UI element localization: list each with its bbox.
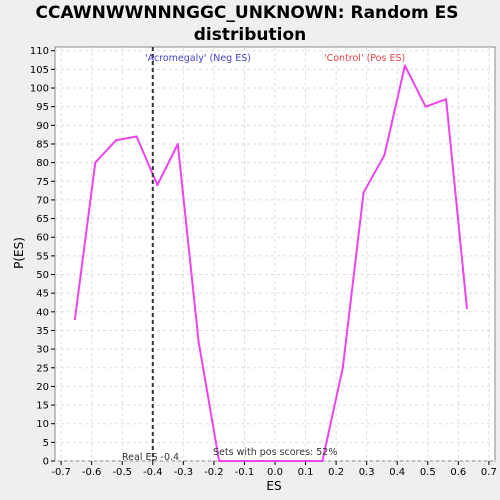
data-point xyxy=(465,307,468,310)
y-tick-label: 10 xyxy=(36,419,49,430)
y-tick-label: 50 xyxy=(36,270,49,281)
y-axis-label: P(ES) xyxy=(12,237,26,269)
data-point xyxy=(424,105,427,108)
series-layer xyxy=(73,64,468,462)
y-tick-label: 85 xyxy=(36,139,49,150)
y-tick-label: 80 xyxy=(36,158,49,169)
data-point xyxy=(383,154,386,157)
real-es-label: Real ES -0.4 xyxy=(122,452,179,463)
x-axis-ticks: -0.7 -0.6 -0.5 -0.4 -0.3 -0.2 -0.1 0.0 0.1 0.2 0.3… xyxy=(51,461,497,478)
y-tick-label: 70 xyxy=(36,195,49,206)
data-point xyxy=(73,318,76,321)
data-point xyxy=(218,460,221,462)
y-tick-label: 75 xyxy=(36,177,49,188)
y-axis-ticks: 0 5 10 15 20 25 30 35 40 45 50 55 60 65 70 75 80 85 90 95 10… xyxy=(30,46,55,468)
x-tick-label: -0.1 xyxy=(235,467,255,478)
x-tick-label: 0.2 xyxy=(328,467,344,478)
y-tick-label: 105 xyxy=(30,65,49,76)
y-tick-label: 25 xyxy=(36,363,49,374)
pos-scores-label: Sets with pos scores: 52% xyxy=(213,447,337,458)
y-tick-label: 90 xyxy=(36,121,49,132)
x-tick-label: 0.1 xyxy=(298,467,314,478)
data-point xyxy=(115,139,118,142)
grid xyxy=(55,47,495,462)
y-tick-label: 45 xyxy=(36,289,49,300)
y-tick-label: 5 xyxy=(43,438,49,449)
data-point xyxy=(403,64,406,67)
x-tick-label: 0.5 xyxy=(420,467,436,478)
data-point xyxy=(362,191,365,194)
x-tick-label: -0.3 xyxy=(174,467,194,478)
y-tick-label: 0 xyxy=(43,457,49,468)
data-point xyxy=(197,340,200,343)
chart-title-line-2: distribution xyxy=(194,25,306,45)
y-tick-label: 60 xyxy=(36,233,49,244)
y-tick-label: 55 xyxy=(36,251,49,262)
x-tick-label: -0.2 xyxy=(204,467,224,478)
y-tick-label: 95 xyxy=(36,102,49,113)
chart-title-line-1: CCAWNWWNNNGGC_UNKNOWN: Random ES xyxy=(36,3,459,23)
y-tick-label: 15 xyxy=(36,401,49,412)
y-tick-label: 110 xyxy=(30,46,49,57)
y-tick-label: 20 xyxy=(36,382,49,393)
data-point xyxy=(445,98,448,101)
data-point xyxy=(280,460,283,462)
y-tick-label: 40 xyxy=(36,307,49,318)
y-tick-label: 35 xyxy=(36,326,49,337)
y-tick-label: 30 xyxy=(36,345,49,356)
data-point xyxy=(238,460,241,462)
negative-es-label: 'Acromegaly' (Neg ES) xyxy=(145,53,251,64)
x-tick-label: -0.5 xyxy=(112,467,132,478)
data-point xyxy=(94,161,97,164)
data-point xyxy=(176,142,179,145)
data-point xyxy=(156,184,159,186)
data-point xyxy=(321,460,324,462)
data-point xyxy=(300,460,303,462)
y-tick-label: 100 xyxy=(30,84,49,95)
x-tick-label: 0.4 xyxy=(389,467,405,478)
positive-es-label: 'Control' (Pos ES) xyxy=(324,53,405,64)
x-tick-label: -0.6 xyxy=(82,467,102,478)
x-axis-label: ES xyxy=(266,479,281,493)
y-tick-label: 65 xyxy=(36,214,49,225)
data-point xyxy=(135,135,138,138)
x-tick-label: -0.4 xyxy=(143,467,163,478)
x-tick-label: 0.0 xyxy=(267,467,283,478)
series-line xyxy=(73,64,468,462)
x-tick-label: 0.3 xyxy=(359,467,375,478)
x-tick-label: -0.7 xyxy=(51,467,71,478)
x-tick-label: 0.6 xyxy=(450,467,466,478)
data-point xyxy=(341,366,344,369)
data-point xyxy=(259,460,262,462)
x-tick-label: 0.7 xyxy=(481,467,497,478)
